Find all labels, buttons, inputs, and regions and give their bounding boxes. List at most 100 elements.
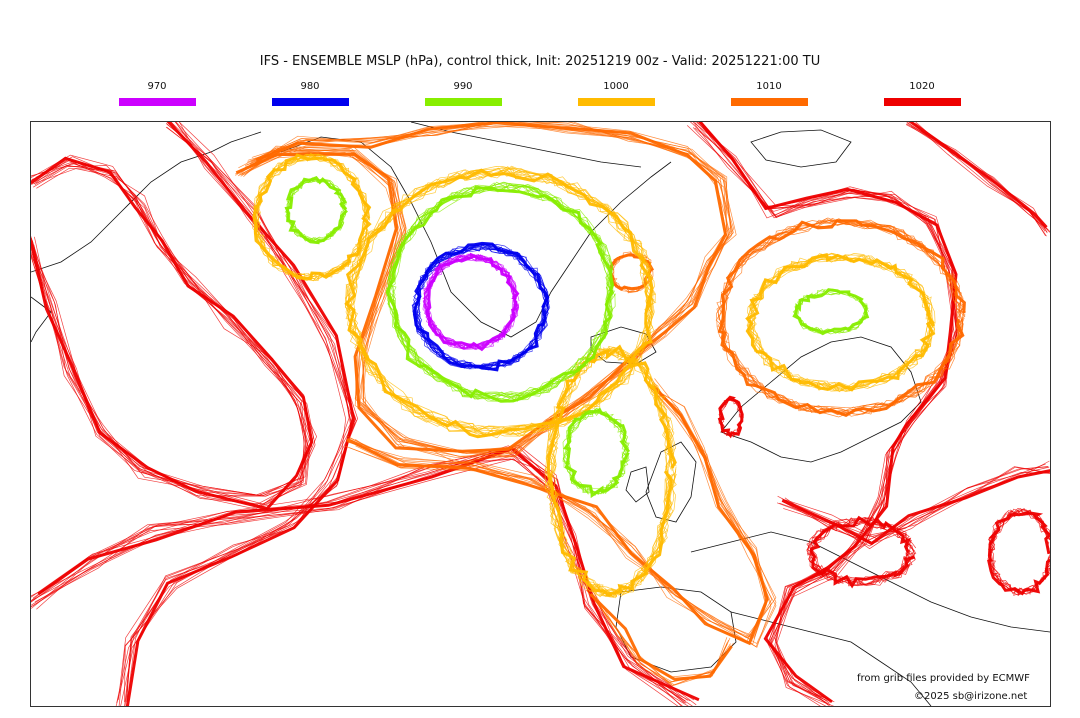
isobar-1020 xyxy=(783,460,1050,550)
isobar-1020 xyxy=(910,126,1050,233)
isobar-1020 xyxy=(31,168,305,510)
legend-swatch xyxy=(577,98,655,106)
coastline-labrador xyxy=(31,296,52,343)
isobar-1020 xyxy=(700,122,959,706)
isobar-1020 xyxy=(31,154,313,497)
isobar-1020 xyxy=(124,122,347,706)
isobar-1020 xyxy=(807,519,913,585)
coastline-canada xyxy=(31,131,262,273)
chart-title: IFS - ENSEMBLE MSLP (hPa), control thick… xyxy=(259,54,821,69)
isobar-1010 xyxy=(346,384,772,638)
isobar-970 xyxy=(425,255,520,349)
isobar-990 xyxy=(796,293,868,334)
coastline-europe xyxy=(690,531,1050,633)
isobar-1010 xyxy=(348,386,777,648)
isobar-1020 xyxy=(686,125,958,702)
legend-label: 990 xyxy=(453,81,473,92)
coastline-greenland xyxy=(280,136,672,338)
isobar-990 xyxy=(794,288,868,335)
isobar-1020 xyxy=(31,446,697,706)
isobar-1020 xyxy=(31,156,314,511)
isobar-980 xyxy=(412,244,549,371)
isobar-1020 xyxy=(124,122,355,703)
isobar-1010 xyxy=(720,218,964,409)
legend-swatch xyxy=(424,98,502,106)
legend-item-1020: 1020 xyxy=(883,81,961,106)
isobar-970 xyxy=(423,253,518,351)
isobar-1020 xyxy=(31,455,687,704)
isobar-990 xyxy=(389,185,612,401)
isobar-980 xyxy=(413,243,550,368)
isobar-1000 xyxy=(544,346,677,598)
isobar-1020 xyxy=(31,156,310,497)
isobar-1000 xyxy=(348,167,655,436)
isobar-1020 xyxy=(115,126,350,706)
isobar-1020 xyxy=(31,164,305,497)
isobar-1020 xyxy=(125,122,355,706)
isobar-1020 xyxy=(31,162,314,496)
isobar-1020 xyxy=(698,122,954,706)
isobar-1020 xyxy=(31,165,308,496)
isobar-1000 xyxy=(347,167,654,436)
isobar-1020 xyxy=(906,122,1049,230)
isobar-1020 xyxy=(120,126,358,706)
isobar-1000 xyxy=(251,155,371,281)
isobar-1020 xyxy=(689,122,957,702)
isobar-1000 xyxy=(746,253,934,390)
coastline-great-britain xyxy=(645,441,697,523)
isobar-980 xyxy=(414,243,551,367)
legend-label: 1010 xyxy=(756,81,782,92)
legend-swatch xyxy=(271,98,349,106)
isobar-990 xyxy=(287,178,347,243)
legend-swatch xyxy=(730,98,808,106)
isobar-map xyxy=(31,122,1050,706)
legend-item-1000: 1000 xyxy=(577,81,655,106)
isobar-1020 xyxy=(776,466,1049,545)
isobar-970 xyxy=(422,253,520,349)
coastline-scandinavia xyxy=(720,336,922,463)
isobar-1010 xyxy=(716,220,966,416)
isobar-1010 xyxy=(356,377,772,648)
legend-label: 1000 xyxy=(603,81,629,92)
isobar-1020 xyxy=(126,122,353,702)
isobar-1020 xyxy=(696,122,960,703)
isobar-1020 xyxy=(719,399,743,437)
isobar-990 xyxy=(564,409,629,497)
isobar-1010 xyxy=(592,595,728,678)
coastline-svalbard xyxy=(750,129,852,168)
isobar-990 xyxy=(387,181,613,400)
isobar-1000 xyxy=(547,347,675,597)
isobar-1010 xyxy=(585,589,728,686)
isobar-1020 xyxy=(718,397,744,436)
isobar-1020 xyxy=(118,122,356,706)
isobar-1020 xyxy=(810,517,914,586)
isobar-990 xyxy=(284,179,347,242)
isobar-1010 xyxy=(355,382,766,645)
isobar-1010 xyxy=(346,385,769,646)
isobar-1020 xyxy=(32,159,307,505)
isobar-1010 xyxy=(593,595,731,686)
isobar-970 xyxy=(423,254,519,349)
isobar-1010 xyxy=(355,387,769,640)
legend-item-990: 990 xyxy=(424,81,502,106)
isobar-1020 xyxy=(719,398,743,437)
isobar-1010 xyxy=(716,219,963,413)
coastline-greenland-north xyxy=(410,122,642,168)
isobar-1000 xyxy=(347,166,657,432)
isobar-1020 xyxy=(31,156,307,507)
isobar-1020 xyxy=(911,122,1046,237)
isobar-1020 xyxy=(31,165,311,505)
isobar-ensemble xyxy=(31,122,1050,706)
legend-swatch xyxy=(883,98,961,106)
isobar-1020 xyxy=(806,518,916,586)
isobar-1020 xyxy=(806,518,917,585)
isobar-1010 xyxy=(718,218,964,417)
legend-item-980: 980 xyxy=(271,81,349,106)
isobar-1000 xyxy=(546,353,677,598)
coastline-ireland xyxy=(625,466,650,503)
isobar-1000 xyxy=(749,255,936,388)
isobar-1020 xyxy=(779,463,1046,537)
isobar-1020 xyxy=(126,122,352,706)
legend-item-1010: 1010 xyxy=(730,81,808,106)
isobar-1020 xyxy=(31,162,308,497)
